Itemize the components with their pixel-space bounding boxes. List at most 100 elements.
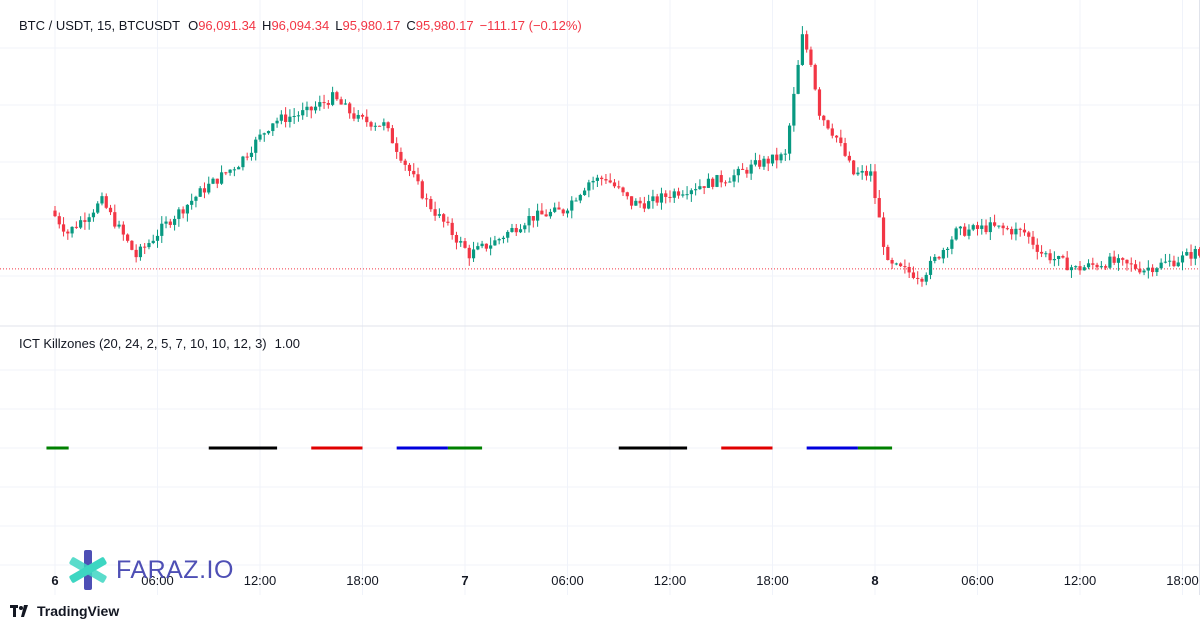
candle-body (1014, 228, 1018, 235)
candle-body (416, 174, 420, 182)
candle-body (544, 214, 548, 217)
candle-body (762, 158, 766, 167)
candle-body (843, 143, 847, 156)
candle-body (365, 116, 369, 123)
candle-body (185, 204, 189, 214)
candle-body (403, 160, 407, 165)
candle-body (1185, 252, 1189, 256)
candle-body (711, 178, 715, 187)
candle-body (642, 203, 646, 209)
candle-body (723, 182, 728, 184)
candle-body (160, 223, 164, 236)
candle-body (313, 106, 318, 111)
candle-body (168, 221, 172, 225)
candle-body (1031, 236, 1035, 245)
time-axis-label: 06:00 (141, 573, 174, 588)
candle-body (1172, 260, 1176, 267)
candle-body (190, 200, 194, 205)
close-label: C (406, 18, 416, 33)
candle-body (864, 170, 869, 176)
candle-body (745, 169, 749, 174)
candle-body (647, 201, 651, 209)
candle-body (79, 220, 83, 228)
time-axis-label: 7 (461, 573, 468, 588)
candle-body (582, 190, 587, 196)
candle-body (113, 212, 117, 227)
candle-body (992, 222, 997, 226)
candle-body (493, 240, 497, 246)
candle-body (134, 249, 138, 258)
candle-body (617, 186, 621, 188)
candle-body (331, 92, 335, 105)
candle-body (296, 115, 301, 117)
candle-body (531, 216, 535, 221)
candle-body (202, 188, 207, 193)
candle-body (805, 34, 809, 50)
candle-body (702, 186, 706, 188)
time-axis-label: 12:00 (654, 573, 687, 588)
symbol-title: BTC / USDT, 15, BTCUSDT (19, 18, 181, 33)
candle-body (595, 177, 599, 181)
candle-body (997, 225, 1001, 227)
candle-body (1061, 256, 1065, 258)
time-axis[interactable]: 6 06:00 12:00 18:00 7 06:00 12:00 18:00 8 06:00 12… (51, 573, 1198, 588)
candle-body (96, 203, 100, 213)
candle-body (377, 125, 382, 127)
candle-body (899, 263, 903, 267)
tradingview-branding[interactable]: TradingView (10, 603, 119, 619)
candle-body (1018, 228, 1022, 230)
candle-body (1138, 268, 1142, 273)
candle-body (792, 93, 796, 126)
candle-body (412, 170, 416, 175)
candle-body (933, 256, 937, 261)
candle-body (834, 135, 839, 138)
candle-body (126, 234, 130, 241)
candle-body (326, 103, 330, 105)
candle-body (510, 227, 514, 232)
time-axis-label: 18:00 (756, 573, 789, 588)
candle-body (57, 216, 61, 225)
time-axis-label: 12:00 (1064, 573, 1097, 588)
candle-body (873, 171, 877, 199)
candle-body (301, 110, 305, 116)
candle-body (958, 226, 963, 229)
candle-body (881, 217, 886, 247)
candle-body (1069, 267, 1074, 271)
candle-body (1155, 268, 1159, 273)
candle-body (147, 243, 151, 248)
time-axis-label: 06:00 (961, 573, 994, 588)
candle-body (980, 225, 984, 229)
candle-body (852, 160, 856, 175)
candle-body (1039, 251, 1044, 254)
candle-body (433, 209, 437, 216)
candle-body (817, 89, 822, 116)
candle-body (138, 246, 143, 258)
candle-body (1082, 267, 1086, 271)
candle-body (1176, 262, 1180, 267)
close-value: 95,980.17 (415, 18, 474, 33)
candle-body (237, 167, 241, 170)
candle-body (1108, 256, 1112, 268)
faraz-watermark: FARAZ.IO (66, 548, 234, 592)
candle-body (104, 196, 108, 208)
candle-body (736, 168, 740, 176)
candle-body (1044, 253, 1048, 255)
candle-body (1027, 232, 1031, 237)
candle-body (869, 171, 873, 176)
candle-body (886, 246, 890, 261)
candle-body (446, 221, 450, 223)
candle-body (459, 241, 463, 243)
candle-body (1095, 264, 1099, 268)
candle-body (664, 193, 668, 197)
candle-body (450, 222, 454, 235)
candle-body (66, 231, 70, 234)
tradingview-wordmark: TradingView (37, 603, 120, 619)
candles (53, 26, 1200, 287)
candle-body (809, 49, 813, 65)
candle-body (87, 217, 91, 222)
candle-body (749, 164, 753, 174)
candle-body (467, 247, 471, 259)
symbol-legend[interactable]: BTC / USDT, 15, BTCUSDT O96,091.34 H96,094… (19, 18, 588, 33)
indicator-legend[interactable]: ICT Killzones (20, 24, 2, 5, 7, 10, 10, … (19, 336, 300, 351)
